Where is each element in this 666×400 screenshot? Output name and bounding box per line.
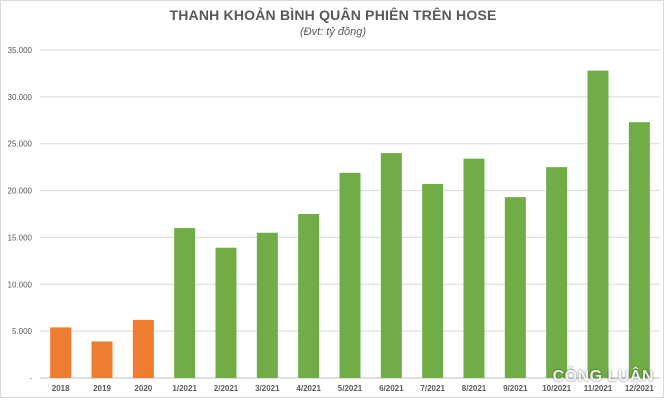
chart-subtitle: (Đvt: tỷ đồng) xyxy=(299,26,367,38)
bar-4-2021 xyxy=(298,214,320,378)
bar-2-2021 xyxy=(215,247,237,378)
x-tick-label: 6/2021 xyxy=(379,384,404,393)
y-tick-label: 35.000 xyxy=(8,46,33,55)
bar-10-2021 xyxy=(546,167,568,378)
bar-5-2021 xyxy=(339,172,361,378)
y-tick-label: 15.000 xyxy=(8,233,33,242)
x-tick-label: 1/2021 xyxy=(172,384,197,393)
bar-11-2021 xyxy=(587,70,609,379)
x-tick-label: 3/2021 xyxy=(255,384,280,393)
y-tick-label: - xyxy=(29,374,32,383)
x-tick-label: 12/2021 xyxy=(625,384,654,393)
x-tick-label: 2/2021 xyxy=(214,384,239,393)
bar-2020 xyxy=(132,319,154,378)
bar-2019 xyxy=(91,341,113,378)
x-tick-label: 9/2021 xyxy=(503,384,528,393)
bar-9-2021 xyxy=(504,197,526,378)
watermark-logo: CÔNG LUẬN xyxy=(552,368,654,385)
x-tick-label: 7/2021 xyxy=(420,384,445,393)
x-tick-label: 2019 xyxy=(93,384,111,393)
x-tick-label: 10/2021 xyxy=(542,384,571,393)
bar-12-2021 xyxy=(628,122,650,378)
y-tick-label: 20.000 xyxy=(8,187,33,196)
bar-3-2021 xyxy=(256,232,278,378)
bar-2018 xyxy=(50,327,72,378)
bar-7-2021 xyxy=(422,184,444,378)
chart-title: THANH KHOẢN BÌNH QUÂN PHIÊN TRÊN HOSE xyxy=(169,7,497,23)
y-tick-label: 5.000 xyxy=(12,327,33,336)
y-tick-label: 10.000 xyxy=(8,280,33,289)
bar-1-2021 xyxy=(174,228,196,378)
y-tick-label: 25.000 xyxy=(8,140,33,149)
bar-8-2021 xyxy=(463,158,485,378)
x-tick-label: 4/2021 xyxy=(296,384,321,393)
x-tick-label: 11/2021 xyxy=(584,384,613,393)
x-tick-label: 2018 xyxy=(52,384,70,393)
bar-6-2021 xyxy=(380,153,402,378)
x-tick-label: 5/2021 xyxy=(338,384,363,393)
y-tick-label: 30.000 xyxy=(8,93,33,102)
x-tick-label: 8/2021 xyxy=(462,384,487,393)
x-tick-label: 2020 xyxy=(134,384,152,393)
